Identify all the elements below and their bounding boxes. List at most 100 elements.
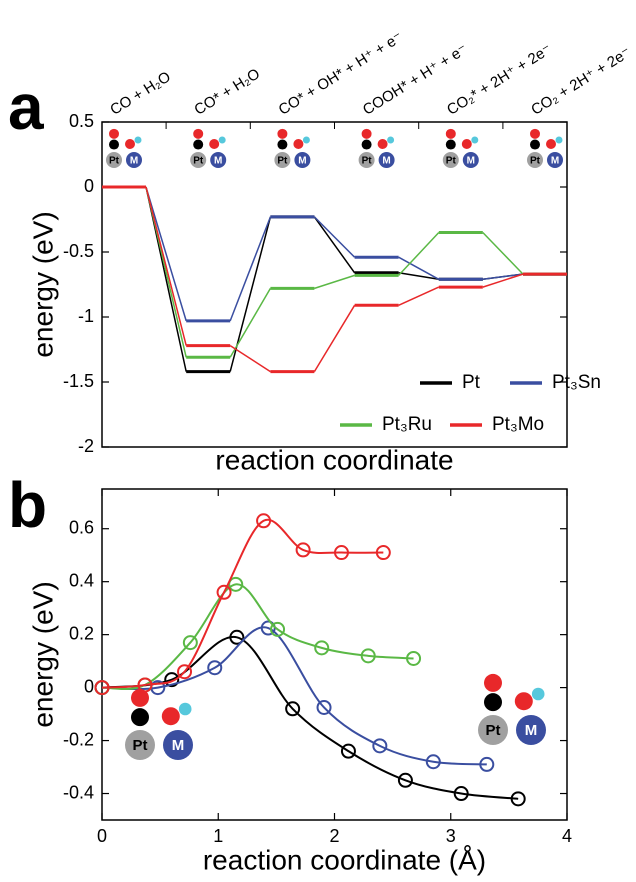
oxygen: [109, 128, 119, 139]
plot-frame: [101, 488, 568, 821]
connector: [229, 216, 272, 322]
y-tick-label: 0.2: [69, 623, 94, 643]
oxygen: [193, 128, 204, 139]
data-point: [406, 650, 422, 666]
data-point: [360, 648, 376, 664]
y-tick-label: -1.5: [63, 371, 94, 391]
hydrogen: [471, 136, 479, 144]
x-axis-label: reaction coordinate (Å): [203, 844, 486, 875]
connector: [145, 186, 187, 322]
pt-atom: [190, 152, 207, 168]
panel-label: b: [8, 469, 47, 541]
x-tick-label: 2: [329, 826, 339, 846]
carbon: [193, 139, 204, 150]
atom-label: M: [214, 156, 222, 167]
y-tick-label: -0.4: [63, 782, 94, 802]
oxygen: [209, 139, 220, 149]
data-point: [453, 786, 469, 802]
hydrogen: [218, 136, 226, 144]
oxygen: [530, 128, 540, 139]
hydrogen: [555, 136, 563, 144]
x-axis-label: reaction coordinate: [215, 444, 453, 475]
data-point: [340, 743, 356, 759]
legend-label: Pt₃Ru: [382, 414, 432, 435]
pt-atom: [274, 152, 291, 168]
panel-label: a: [8, 71, 44, 143]
state-label: CO* + H₂O: [191, 65, 263, 119]
legend-label: Pt: [462, 372, 481, 393]
carbon: [484, 693, 502, 712]
connector: [398, 286, 440, 306]
data-point: [314, 640, 330, 656]
carbon: [445, 139, 456, 150]
data-point: [333, 545, 349, 561]
hydrogen: [178, 702, 192, 716]
carbon: [361, 139, 372, 150]
data-point: [164, 672, 180, 688]
hydrogen: [531, 687, 545, 701]
data-point: [270, 621, 286, 637]
connector: [313, 216, 356, 258]
pt-atom: [106, 152, 122, 168]
atom-label: Pt: [133, 737, 148, 754]
hydrogen: [387, 136, 395, 144]
y-tick-label: -0.5: [63, 241, 94, 261]
oxygen: [277, 128, 288, 139]
pt-atom: [358, 152, 375, 168]
x-tick-label: 3: [446, 826, 456, 846]
y-tick-label: 0: [84, 176, 94, 196]
connector: [314, 274, 355, 290]
data-point: [228, 576, 244, 592]
x-tick-label: 0: [97, 826, 107, 846]
oxygen: [484, 673, 502, 692]
y-axis-label: energy (eV): [27, 581, 58, 727]
m-atom: [126, 152, 142, 168]
oxygen: [361, 128, 372, 139]
atom-label: Pt: [446, 156, 457, 167]
m-atom: [462, 152, 479, 168]
hydrogen: [134, 136, 142, 144]
data-point: [94, 680, 110, 696]
data-point: [285, 701, 301, 717]
data-point: [375, 545, 391, 561]
oxygen: [514, 692, 533, 711]
x-tick-label: 4: [562, 826, 572, 846]
pt-atom: [125, 730, 155, 760]
connector: [482, 273, 524, 281]
oxygen: [546, 139, 556, 149]
connector: [398, 256, 440, 280]
connector: [229, 344, 271, 373]
pt-atom: [527, 152, 543, 168]
x-tick-label: 1: [213, 826, 223, 846]
plot-frame: [101, 121, 568, 448]
y-axis-label: energy (eV): [27, 211, 58, 357]
oxygen: [445, 128, 456, 139]
data-point: [256, 513, 272, 529]
connector: [313, 216, 356, 274]
data-point: [425, 754, 441, 770]
m-atom: [163, 730, 193, 760]
atom-label: M: [382, 156, 390, 167]
carbon: [277, 139, 288, 150]
atom-label: M: [467, 156, 475, 167]
atom-label: M: [551, 156, 559, 167]
legend-label: Pt₃Mo: [492, 414, 544, 435]
data-point: [207, 660, 223, 676]
connector: [482, 273, 524, 288]
m-atom: [547, 152, 563, 168]
connector: [229, 288, 272, 358]
oxygen: [293, 139, 304, 149]
legend-label: Pt₃Sn: [552, 372, 601, 393]
data-point: [479, 756, 495, 772]
data-point: [372, 738, 388, 754]
data-point: [316, 699, 332, 715]
curve: [101, 518, 384, 689]
atom-label: Pt: [362, 156, 373, 167]
carbon: [109, 139, 119, 150]
oxygen: [161, 707, 180, 726]
y-tick-label: -2: [78, 436, 94, 456]
y-tick-label: -1: [78, 306, 94, 326]
data-point: [229, 629, 245, 645]
atom-label: Pt: [109, 156, 120, 167]
